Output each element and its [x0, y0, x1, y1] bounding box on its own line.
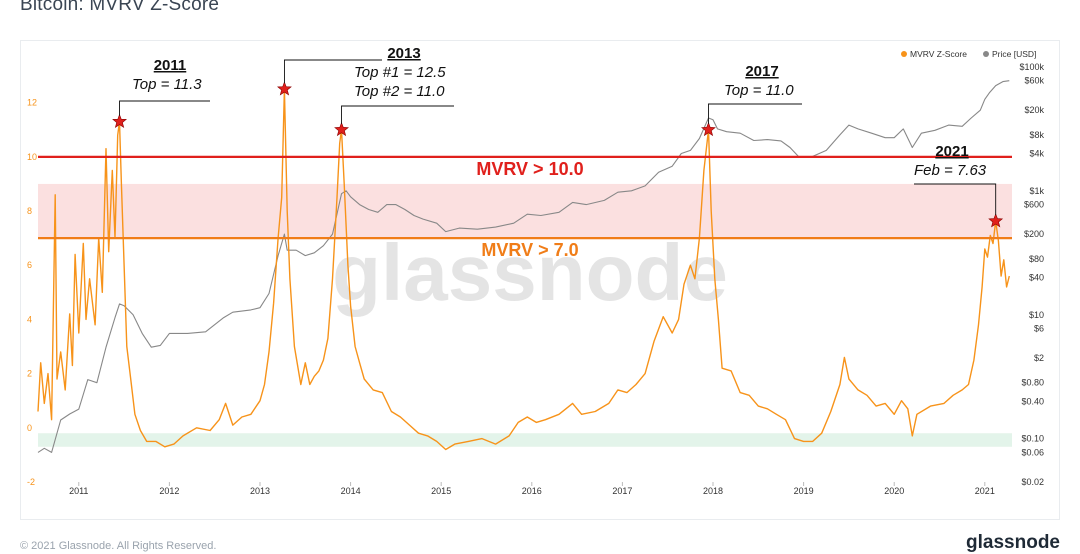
x-tick-label: 2012: [159, 486, 179, 496]
annotation-line-3-0: Top = 11.0: [724, 82, 794, 99]
bands-layer: [38, 183, 1012, 447]
legend-marker-0: [901, 51, 907, 57]
legend-layer: MVRV Z-Score Price [USD]: [901, 49, 1036, 59]
y-right-tick-label: $10: [1029, 310, 1044, 320]
legend-label-0: MVRV Z-Score: [910, 49, 967, 59]
legend-marker-1: [983, 51, 989, 57]
threshold-label-1: MVRV > 7.0: [481, 240, 578, 260]
y-left-tick-label: 2: [27, 369, 32, 379]
annotations-layer: 2011 Top = 11.3 2013 Top #1 = 12.5 Top #2 = …: [112, 45, 1004, 228]
annotation-star-4: [988, 213, 1004, 228]
footer-copyright: © 2021 Glassnode. All Rights Reserved.: [20, 540, 217, 552]
annotation-year-4: 2021: [935, 143, 968, 160]
annotation-year-0: 2011: [154, 57, 187, 74]
y-right-tick-label: $100k: [1019, 62, 1044, 72]
annotation-year-1: 2013: [387, 45, 420, 62]
thresholds-layer: MVRV > 10.0 MVRV > 7.0: [38, 155, 1012, 260]
y-right-tick-label: $4k: [1029, 149, 1044, 159]
annotation-leader-2017: [708, 103, 802, 124]
chart-frame: [20, 40, 1060, 520]
band-1: [38, 433, 1012, 447]
y-right-tick-label: $1k: [1029, 186, 1044, 196]
y-left-tick-label: 0: [27, 423, 32, 433]
x-tick-label: 2011: [69, 486, 88, 496]
annotation-leader-2013b: [341, 105, 454, 124]
y-right-tick-label: $20k: [1024, 105, 1044, 115]
y-left-tick-label: 6: [27, 260, 32, 270]
x-tick-label: 2014: [341, 486, 361, 496]
x-tick-label: 2017: [612, 486, 632, 496]
annotation-star-2: [334, 121, 349, 137]
y-right-tick-label: $6: [1034, 324, 1044, 334]
annotation-star-3: [701, 121, 716, 137]
annotation-year-3: 2017: [745, 63, 778, 80]
band-0: [38, 183, 1012, 239]
annotation-line-1-1: Top #2 = 11.0: [354, 83, 445, 100]
y-left-tick-label: 8: [27, 206, 32, 216]
mvrv-series-line: [37, 88, 1010, 451]
annotation-leader-2011: [119, 100, 210, 116]
price-layer: [37, 80, 1010, 453]
y-left-tick-label: 12: [27, 98, 37, 108]
x-tick-label: 2019: [794, 486, 814, 496]
y-right-tick-label: $2: [1034, 353, 1044, 363]
annotation-line-4-0: Feb = 7.63: [914, 162, 987, 179]
y-left-tick-label: 10: [27, 152, 37, 162]
y-right-tick-label: $60k: [1024, 76, 1044, 86]
y-right-tick-label: $200: [1024, 229, 1044, 239]
page-title: Bitcoin: MVRV Z-Score: [20, 0, 220, 15]
y-right-tick-label: $8k: [1029, 130, 1044, 140]
x-tick-label: 2021: [975, 486, 995, 496]
y-right-tick-label: $40: [1029, 272, 1044, 282]
watermark-layer: glassnode: [332, 228, 728, 317]
threshold-label-0: MVRV > 10.0: [476, 159, 583, 179]
x-tick-label: 2015: [431, 486, 451, 496]
y-right-tick-label: $0.40: [1021, 396, 1044, 406]
y-left-tick-label: -2: [27, 477, 35, 487]
y-right-tick-label: $0.02: [1021, 477, 1044, 487]
x-tick-label: 2016: [522, 486, 542, 496]
y-right-tick-label: $600: [1024, 200, 1044, 210]
watermark-text: glassnode: [332, 228, 728, 317]
y-right-tick-label: $0.80: [1021, 378, 1044, 388]
legend-label-1: Price [USD]: [992, 49, 1036, 59]
axes-layer: -2 0 2 4 6 8 10 12 $100k $60k $20k $8k $4k $1k $600 $20…: [27, 62, 1044, 496]
y-right-tick-label: $0.06: [1021, 447, 1044, 457]
price-series-line: [37, 80, 1010, 453]
mvrv-layer: [37, 88, 1010, 451]
footer-brand[interactable]: glassnode: [966, 532, 1060, 553]
x-tick-label: 2013: [250, 486, 270, 496]
annotation-leader-2013a: [283, 59, 382, 84]
annotation-line-1-0: Top #1 = 12.5: [354, 64, 446, 81]
annotation-line-0-0: Top = 11.3: [132, 76, 202, 93]
x-tick-label: 2020: [884, 486, 904, 496]
x-tick-label: 2018: [703, 486, 723, 496]
annotation-star-0: [112, 113, 128, 128]
y-left-tick-label: 4: [27, 314, 32, 324]
annotation-star-1: [276, 81, 292, 96]
annotation-leader-2021: [914, 183, 997, 216]
y-right-tick-label: $0.10: [1021, 434, 1044, 444]
y-right-tick-label: $80: [1029, 254, 1044, 264]
